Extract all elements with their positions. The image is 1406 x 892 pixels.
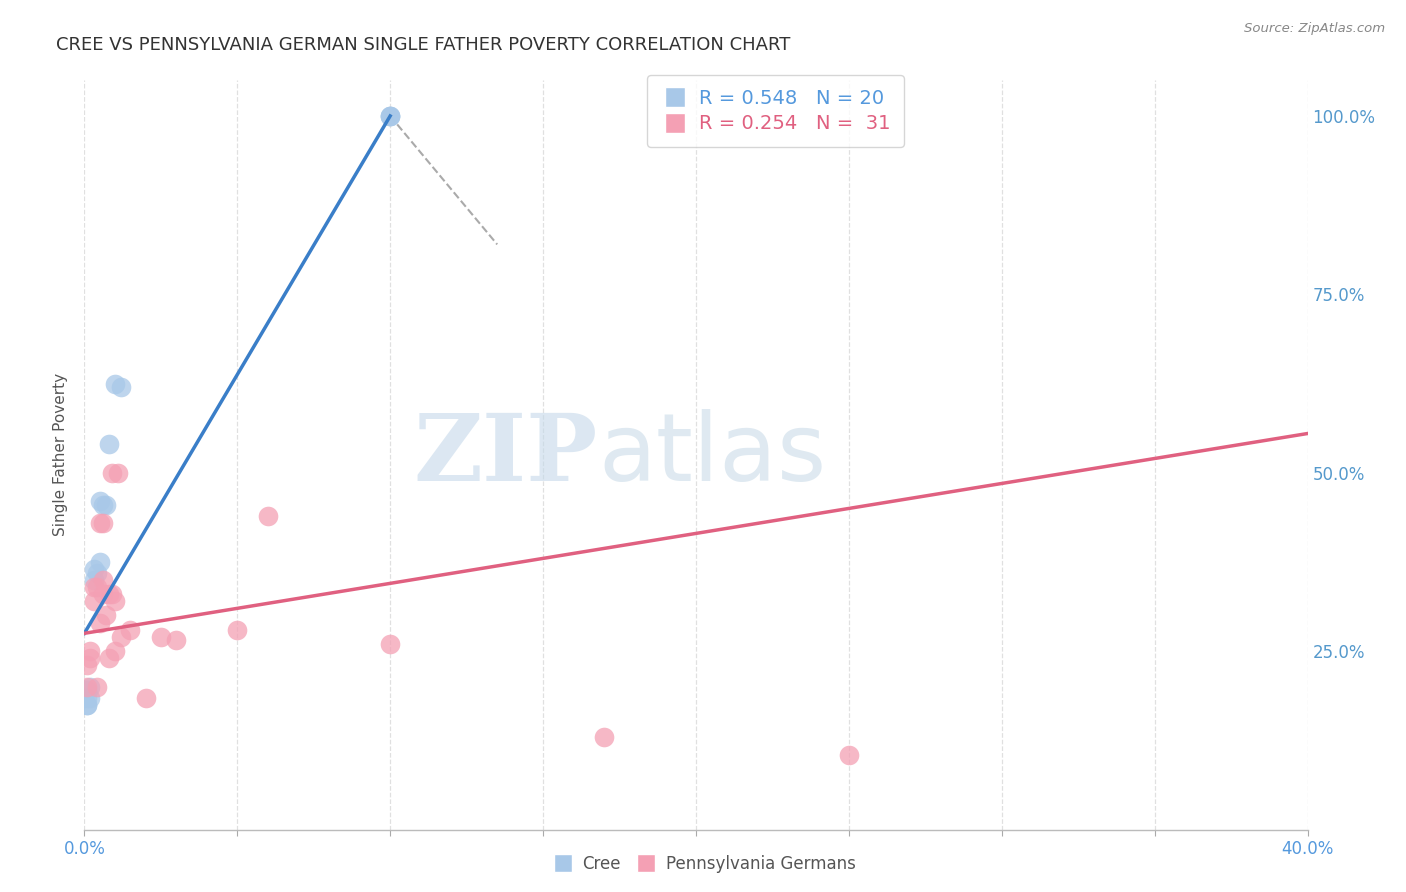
- Point: [380, 109, 402, 123]
- Point: [257, 508, 280, 523]
- Text: ZIP: ZIP: [413, 410, 598, 500]
- Point: [97, 651, 120, 665]
- Point: [94, 498, 117, 512]
- Point: [89, 494, 111, 508]
- Point: [101, 466, 124, 480]
- Point: [104, 644, 127, 658]
- Point: [89, 516, 111, 530]
- Point: [76, 658, 98, 673]
- Legend: Cree, Pennsylvania Germans: Cree, Pennsylvania Germans: [544, 848, 862, 880]
- Point: [83, 580, 105, 594]
- Point: [380, 109, 402, 123]
- Point: [135, 690, 157, 705]
- Point: [838, 747, 860, 762]
- Point: [107, 466, 129, 480]
- Point: [76, 698, 98, 712]
- Point: [91, 587, 114, 601]
- Point: [97, 437, 120, 451]
- Point: [101, 587, 124, 601]
- Point: [110, 380, 132, 394]
- Point: [149, 630, 172, 644]
- Point: [86, 566, 108, 580]
- Point: [79, 680, 101, 694]
- Point: [73, 690, 96, 705]
- Y-axis label: Single Father Poverty: Single Father Poverty: [52, 374, 67, 536]
- Point: [380, 109, 402, 123]
- Text: CREE VS PENNSYLVANIA GERMAN SINGLE FATHER POVERTY CORRELATION CHART: CREE VS PENNSYLVANIA GERMAN SINGLE FATHE…: [56, 36, 790, 54]
- Point: [94, 608, 117, 623]
- Point: [76, 690, 98, 705]
- Point: [86, 580, 108, 594]
- Point: [89, 555, 111, 569]
- Point: [83, 573, 105, 587]
- Point: [226, 623, 249, 637]
- Point: [86, 680, 108, 694]
- Point: [83, 562, 105, 576]
- Point: [89, 615, 111, 630]
- Point: [76, 698, 98, 712]
- Point: [110, 630, 132, 644]
- Point: [79, 644, 101, 658]
- Point: [76, 683, 98, 698]
- Point: [593, 730, 616, 744]
- Point: [120, 623, 142, 637]
- Point: [91, 573, 114, 587]
- Point: [83, 594, 105, 608]
- Point: [79, 690, 101, 705]
- Point: [91, 516, 114, 530]
- Point: [97, 587, 120, 601]
- Point: [79, 651, 101, 665]
- Point: [91, 498, 114, 512]
- Point: [104, 594, 127, 608]
- Point: [76, 680, 98, 694]
- Point: [165, 633, 187, 648]
- Point: [380, 637, 402, 651]
- Text: Source: ZipAtlas.com: Source: ZipAtlas.com: [1244, 22, 1385, 36]
- Point: [104, 376, 127, 391]
- Legend: R = 0.548   N = 20, R = 0.254   N =  31: R = 0.548 N = 20, R = 0.254 N = 31: [647, 75, 904, 147]
- Text: atlas: atlas: [598, 409, 827, 501]
